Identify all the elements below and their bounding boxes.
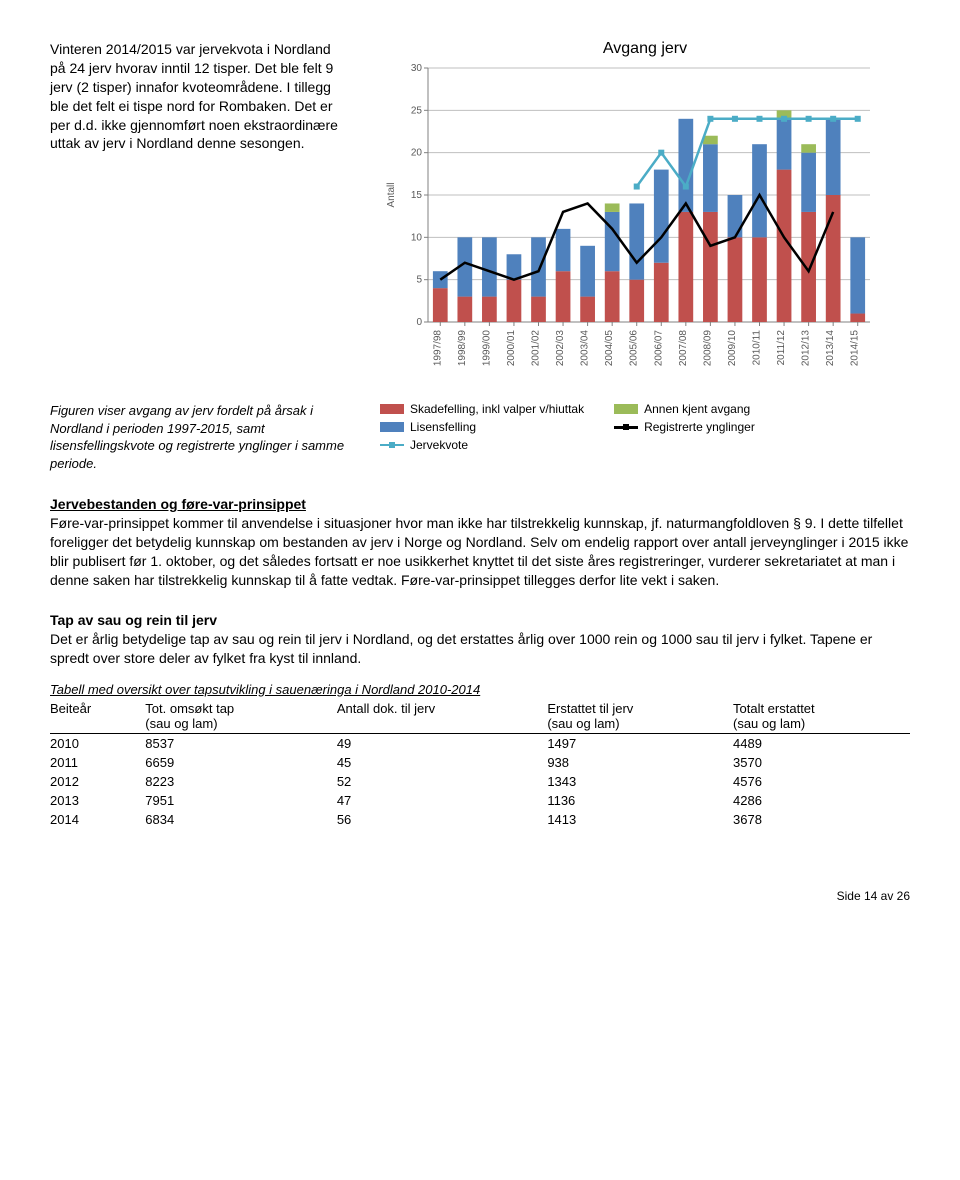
svg-text:5: 5 <box>416 275 422 286</box>
legend-item: Jervekvote <box>380 438 584 452</box>
legend-item: Skadefelling, inkl valper v/hiuttak <box>380 402 584 416</box>
avgang-chart: 0 5 10 15 20 25 30 Antall 1997/98 1998/99 1999/00 2… <box>380 62 880 382</box>
section2-heading: Tap av sau og rein til jerv <box>50 612 910 628</box>
svg-text:1998/99: 1998/99 <box>457 330 468 367</box>
table-col-header: Totalt erstattet(sau og lam) <box>733 699 910 734</box>
svg-text:2001/02: 2001/02 <box>531 330 542 367</box>
svg-text:0: 0 <box>416 317 422 328</box>
svg-text:2009/10: 2009/10 <box>727 330 738 367</box>
page-footer: Side 14 av 26 <box>50 889 910 903</box>
table-col-header: Beiteår <box>50 699 145 734</box>
legend-item: Annen kjent avgang <box>614 402 755 416</box>
chart-container: Avgang jerv 0 5 10 15 20 25 30 Antall 1997/98 199… <box>380 40 910 382</box>
table-row: 201468345614133678 <box>50 810 910 829</box>
table-row: 201282235213434576 <box>50 772 910 791</box>
svg-text:2003/04: 2003/04 <box>580 330 591 367</box>
loss-table: BeiteårTot. omsøkt tap(sau og lam)Antall… <box>50 699 910 829</box>
table-row: 201379514711364286 <box>50 791 910 810</box>
svg-text:15: 15 <box>411 190 423 201</box>
table-col-header: Tot. omsøkt tap(sau og lam) <box>145 699 337 734</box>
svg-text:2002/03: 2002/03 <box>555 330 566 367</box>
svg-text:2010/11: 2010/11 <box>752 330 763 366</box>
intro-paragraph: Vinteren 2014/2015 var jervekvota i Nord… <box>50 40 350 382</box>
svg-text:2013/14: 2013/14 <box>825 330 836 367</box>
chart-caption: Figuren viser avgang av jerv fordelt på … <box>50 402 350 472</box>
chart-legend: Skadefelling, inkl valper v/hiuttak Annen… <box>380 402 755 452</box>
legend-item: Lisensfelling <box>380 420 584 434</box>
svg-text:2008/09: 2008/09 <box>702 330 713 367</box>
svg-text:2006/07: 2006/07 <box>653 330 664 367</box>
chart-title: Avgang jerv <box>380 40 910 58</box>
svg-text:2014/15: 2014/15 <box>850 330 861 367</box>
svg-text:20: 20 <box>411 148 423 159</box>
svg-text:2007/08: 2007/08 <box>678 330 689 367</box>
table-row: 20116659459383570 <box>50 753 910 772</box>
svg-text:25: 25 <box>411 105 423 116</box>
svg-text:2012/13: 2012/13 <box>801 330 812 367</box>
svg-text:1999/00: 1999/00 <box>481 330 492 367</box>
svg-text:Antall: Antall <box>386 182 397 207</box>
table-col-header: Antall dok. til jerv <box>337 699 548 734</box>
svg-text:30: 30 <box>411 63 423 74</box>
table-row: 201085374914974489 <box>50 733 910 753</box>
svg-text:2005/06: 2005/06 <box>629 330 640 367</box>
section1-body: Føre-var-prinsippet kommer til anvendels… <box>50 514 910 590</box>
svg-text:2000/01: 2000/01 <box>506 330 517 367</box>
svg-text:1997/98: 1997/98 <box>432 330 443 367</box>
svg-text:2011/12: 2011/12 <box>776 330 787 366</box>
svg-text:2004/05: 2004/05 <box>604 330 615 367</box>
table-col-header: Erstattet til jerv(sau og lam) <box>547 699 733 734</box>
table-caption: Tabell med oversikt over tapsutvikling i… <box>50 682 910 697</box>
section1-heading: Jervebestanden og føre-var-prinsippet <box>50 496 910 512</box>
section2-body: Det er årlig betydelige tap av sau og re… <box>50 630 910 668</box>
svg-text:10: 10 <box>411 232 423 243</box>
legend-item: Registrerte ynglinger <box>614 420 755 434</box>
